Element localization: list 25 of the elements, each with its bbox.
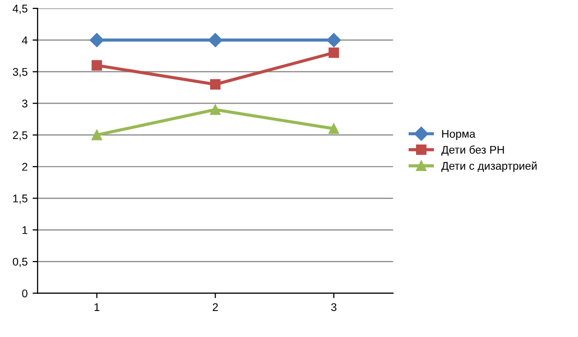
y-tick-label: 2,5 — [12, 131, 28, 140]
point — [328, 123, 340, 134]
y-tick-label: 0 — [22, 289, 28, 298]
x-tick-label: 2 — [212, 303, 218, 311]
legend-label: Дети с дизартрией — [441, 161, 537, 172]
y-tick-label: 3,5 — [12, 68, 28, 78]
point — [328, 48, 340, 58]
point — [92, 130, 102, 140]
y-tick-label: 4,5 — [12, 4, 28, 14]
point — [210, 79, 221, 90]
point — [326, 32, 341, 48]
y-tick-label: 1 — [22, 226, 28, 234]
legend-label: Норма — [442, 130, 476, 140]
y-tick-label: 3 — [22, 100, 28, 108]
point — [208, 32, 222, 48]
y-tick-label: 2 — [22, 162, 28, 171]
x-tick-label: 1 — [94, 303, 100, 311]
legend-label: Дети без РН — [441, 145, 504, 156]
y-tick-label: 4 — [22, 36, 28, 44]
point — [90, 32, 104, 48]
x-tick-label: 3 — [331, 303, 336, 312]
y-tick-label: 0,5 — [12, 258, 28, 267]
y-tick-label: 1,5 — [13, 194, 28, 204]
point — [92, 60, 102, 71]
point — [210, 104, 221, 115]
